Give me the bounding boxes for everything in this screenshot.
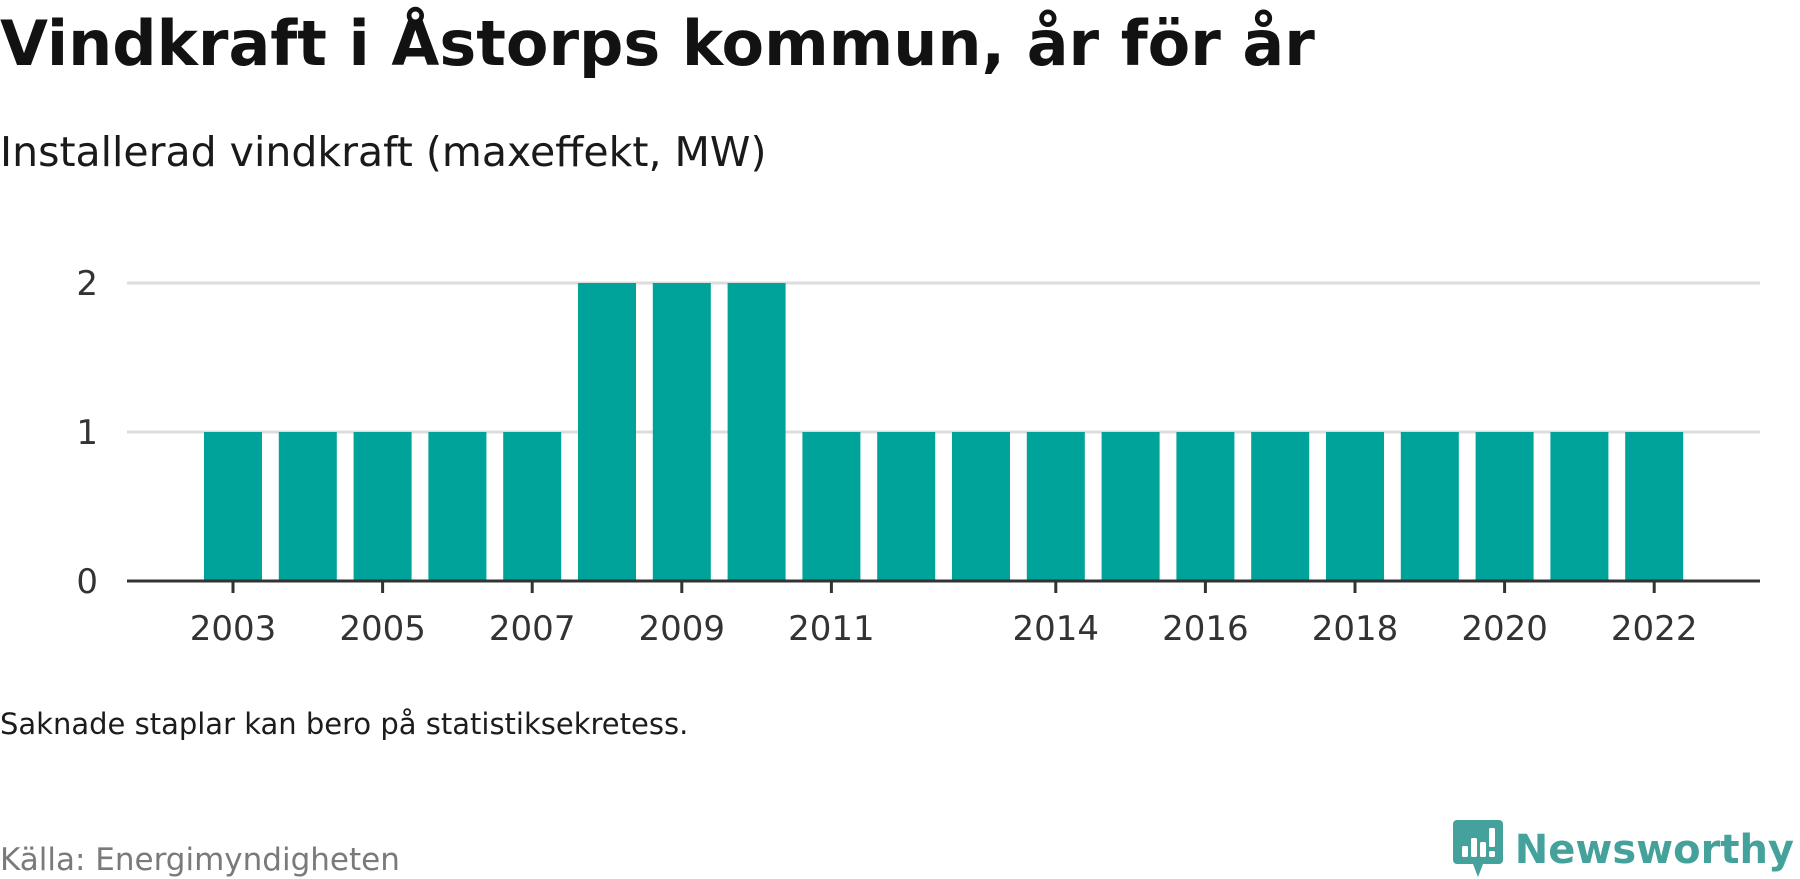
x-tick-label: 2005: [339, 609, 426, 649]
x-axis-labels: 2003 2005 2007 2009 2011 2014 2016 2018 2020 2022: [190, 581, 1698, 649]
x-tick-label: 2022: [1611, 609, 1698, 649]
bar-2017: [1251, 432, 1309, 581]
bar-2010: [728, 283, 786, 581]
y-tick-label: 1: [76, 413, 98, 453]
bar-2004: [279, 432, 337, 581]
bar-chart: 0 1 2 2003 2005 2007 2009 2011 2014 2016 2018 2020…: [0, 0, 1800, 879]
bar-2011: [802, 432, 860, 581]
bar-2014: [1027, 432, 1085, 581]
bar-2013: [952, 432, 1010, 581]
bar-2005: [354, 432, 412, 581]
y-tick-label: 2: [76, 264, 98, 304]
x-tick-label: 2018: [1312, 609, 1399, 649]
x-tick-label: 2016: [1162, 609, 1249, 649]
bar-2018: [1326, 432, 1384, 581]
bar-2021: [1550, 432, 1608, 581]
x-tick-label: 2020: [1461, 609, 1548, 649]
gridlines: [127, 283, 1760, 432]
bar-2016: [1176, 432, 1234, 581]
bar-2007: [503, 432, 561, 581]
bar-2008: [578, 283, 636, 581]
newsworthy-brand: Newsworthy: [1453, 820, 1794, 879]
bar-2022: [1625, 432, 1683, 581]
newsworthy-logo-icon: [1453, 820, 1503, 879]
bar-2020: [1476, 432, 1534, 581]
x-tick-label: 2011: [788, 609, 875, 649]
bar-2003: [204, 432, 262, 581]
x-tick-label: 2003: [190, 609, 277, 649]
footnote: Saknade staplar kan bero på statistiksek…: [0, 707, 688, 741]
x-tick-label: 2014: [1013, 609, 1100, 649]
bar-2019: [1401, 432, 1459, 581]
brand-name: Newsworthy: [1515, 827, 1794, 873]
bar-2009: [653, 283, 711, 581]
x-tick-label: 2007: [489, 609, 576, 649]
x-tick-label: 2009: [639, 609, 726, 649]
bar-2015: [1102, 432, 1160, 581]
bar-2012: [877, 432, 935, 581]
y-tick-label: 0: [76, 562, 98, 602]
y-axis-labels: 0 1 2: [76, 264, 98, 602]
source-credit: Källa: Energimyndigheten: [0, 842, 400, 878]
bar-2006: [428, 432, 486, 581]
